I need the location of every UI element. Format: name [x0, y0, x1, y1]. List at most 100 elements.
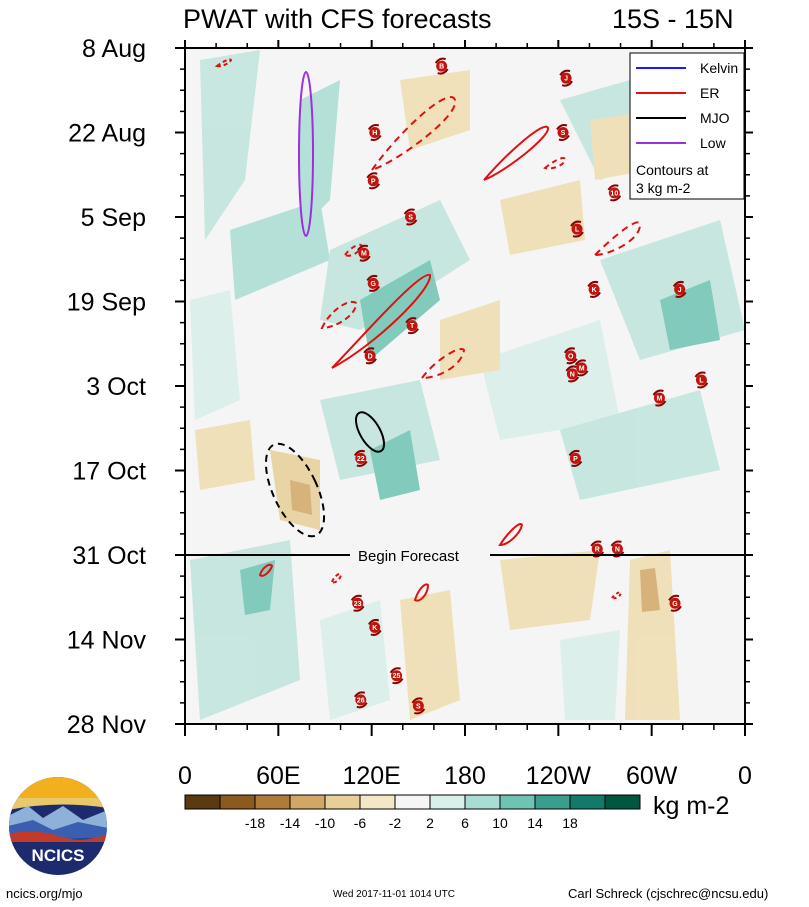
ncics-logo: NCICS	[8, 776, 108, 876]
colorbar-swatch	[429, 794, 466, 810]
storm-marker: J	[672, 280, 687, 298]
footer-author: Carl Schreck (cjschrec@ncsu.edu)	[568, 886, 769, 901]
x-tick-label: 180	[444, 762, 486, 790]
legend-note-line2: 3 kg m-2	[636, 180, 691, 196]
storm-label: 22	[357, 456, 365, 463]
storm-marker: 26	[353, 691, 368, 709]
storm-label: P	[371, 178, 376, 185]
logo-text: NCICS	[32, 846, 85, 865]
footer-timestamp: Wed 2017-11-01 1014 UTC	[333, 889, 455, 900]
legend-note-line1: Contours at	[636, 162, 708, 178]
storm-marker: L	[570, 220, 584, 238]
colorbar-tick-label: 18	[562, 815, 578, 831]
y-tick-label: 19 Sep	[67, 289, 146, 317]
storm-label: N	[615, 546, 620, 553]
colorbar-swatch	[184, 794, 221, 810]
storm-label: J	[678, 287, 682, 294]
colorbar-tick-label: 2	[426, 815, 434, 831]
colorbar-swatch	[464, 794, 501, 810]
forecast-label-bg	[350, 546, 490, 564]
storm-label: M	[361, 251, 367, 258]
storm-label: G	[370, 281, 376, 288]
y-tick-label: 17 Oct	[72, 458, 146, 486]
storm-marker: P	[568, 449, 583, 467]
x-tick-label: 120W	[526, 762, 592, 790]
storm-marker: K	[587, 280, 601, 298]
chart-region: 15S - 15N	[612, 4, 734, 34]
colorbar-tick-label: -2	[389, 815, 402, 831]
legend-entry-label: MJO	[700, 110, 730, 126]
legend-entry-label: Low	[700, 135, 727, 151]
storm-label: G	[672, 601, 678, 608]
storm-label: P	[573, 456, 578, 463]
low-contour	[298, 71, 314, 237]
colorbar-tick-label: 10	[492, 815, 508, 831]
colorbar-tick-label: -10	[315, 815, 335, 831]
colorbar-swatch	[394, 794, 431, 810]
storm-marker: S	[411, 697, 426, 715]
colorbar-tick-label: 6	[461, 815, 469, 831]
storm-label: O	[568, 353, 574, 360]
y-tick-label: 5 Sep	[81, 204, 146, 232]
storm-marker: K	[367, 618, 382, 636]
storm-marker: M	[357, 244, 371, 262]
storm-label: K	[372, 625, 377, 632]
x-tick-label: 60E	[256, 762, 300, 790]
colorbar-swatch	[254, 794, 291, 810]
storm-label: S	[561, 130, 566, 137]
x-axis: 0 60E 120E 180 120W 60W 0	[178, 40, 752, 790]
chart-title: PWAT with CFS forecasts	[183, 4, 492, 34]
storm-label: B	[439, 64, 444, 71]
storm-label: N	[570, 371, 575, 378]
storm-marker: 22	[353, 449, 368, 467]
y-tick-label: 31 Oct	[72, 542, 146, 570]
storm-marker: D	[363, 347, 377, 365]
storm-marker: M	[574, 359, 589, 377]
footer-url[interactable]: ncics.org/mjo	[6, 886, 83, 901]
storm-marker: 10	[607, 184, 622, 202]
storm-label: D	[368, 353, 373, 360]
storm-marker: O	[563, 347, 578, 365]
storm-label: T	[410, 323, 415, 330]
storm-marker: S	[403, 208, 418, 226]
storm-marker: N	[565, 365, 580, 383]
forecast-label: Begin Forecast	[358, 548, 460, 565]
storm-label: 10	[610, 190, 618, 197]
storm-label: S	[408, 215, 413, 222]
y-tick-label: 22 Aug	[68, 120, 146, 148]
storm-label: M	[657, 396, 663, 403]
storm-marker: J	[559, 69, 573, 87]
storm-marker: S	[556, 124, 570, 141]
colorbar-tick-label: 14	[527, 815, 543, 831]
x-tick-label: 60W	[626, 762, 678, 790]
colorbar-swatch	[324, 794, 361, 810]
legend: Kelvin ER MJO Low Contours at 3 kg m-2	[629, 52, 745, 200]
storm-label: 26	[357, 697, 365, 704]
y-tick-label: 8 Aug	[82, 35, 146, 63]
y-tick-label: 14 Nov	[67, 627, 147, 655]
storm-marker: 25	[389, 667, 404, 685]
colorbar-tick-label: -14	[280, 815, 300, 831]
storm-marker: M	[652, 389, 667, 407]
storm-marker: B	[434, 57, 449, 75]
colorbar-swatch	[219, 794, 256, 810]
colorbar-tick-label: -6	[354, 815, 367, 831]
legend-entry-label: ER	[700, 85, 719, 101]
colorbar: -18 -14 -10 -6 -2 2 6 10 14 18	[184, 794, 641, 831]
storm-marker: 23	[350, 594, 365, 612]
storm-label: H	[372, 130, 377, 137]
colorbar-units: kg m-2	[653, 792, 729, 820]
x-tick-label: 120E	[342, 762, 400, 790]
storm-marker: L	[694, 371, 709, 389]
storm-label: 25	[393, 673, 401, 680]
storm-marker: T	[405, 317, 419, 335]
y-axis: 8 Aug 22 Aug 5 Sep 19 Sep 3 Oct 17 Oct 31 Oct 1…	[67, 35, 753, 739]
legend-entry-label: Kelvin	[700, 60, 738, 76]
colorbar-swatch	[499, 794, 536, 810]
storm-marker: P	[366, 172, 381, 190]
storm-marker: G	[366, 274, 381, 292]
mjo-contours	[264, 411, 385, 538]
colorbar-tick-label: -18	[245, 815, 265, 831]
